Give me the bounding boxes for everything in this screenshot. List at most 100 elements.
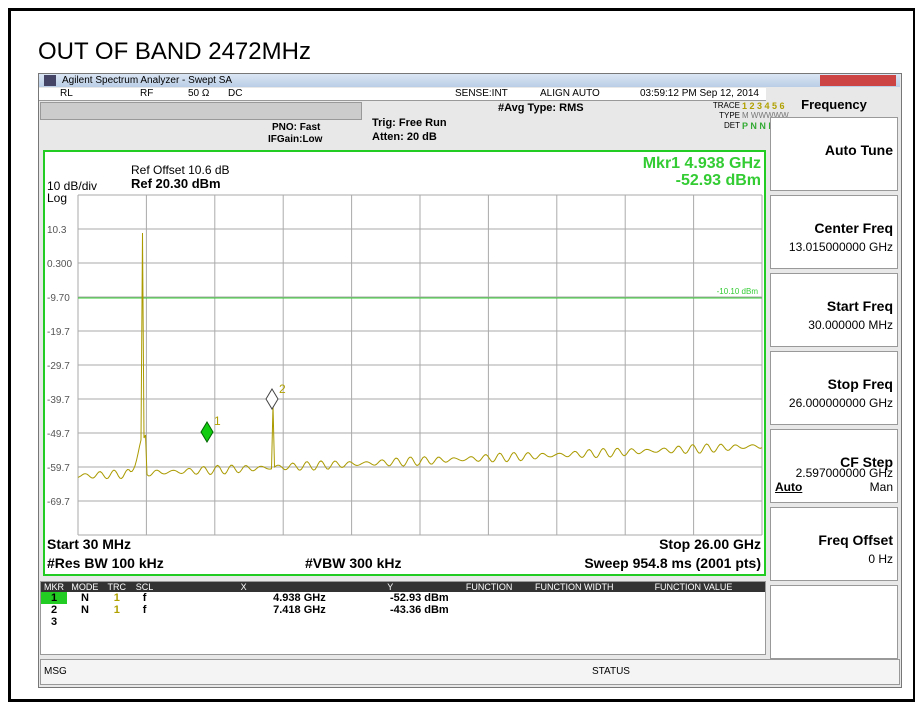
- rf: RF: [140, 88, 154, 99]
- stop-freq: Stop 26.00 GHz: [659, 536, 761, 552]
- marker-1: [200, 421, 214, 443]
- trace: [77, 232, 763, 480]
- align: ALIGN AUTO: [540, 88, 600, 99]
- y-tick-label: 10.3: [47, 225, 67, 236]
- softkey-label: Center Freq: [814, 220, 893, 236]
- msg: MSG: [44, 666, 67, 677]
- plot: -10.10 dBm 1 2 Ref Offset 10.6 dB Ref 20…: [43, 150, 766, 576]
- status-row: [39, 88, 766, 101]
- header-cell: X: [240, 582, 247, 592]
- header-cell: FUNCTION: [465, 582, 513, 592]
- menu-title: Frequency: [801, 97, 867, 112]
- table-cell: N: [80, 604, 89, 616]
- frame: [8, 8, 915, 702]
- y-tick-label: 0.300: [47, 259, 72, 270]
- rl: RL: [60, 88, 73, 99]
- header-cell: TRC: [107, 582, 127, 592]
- coupling: DC: [228, 88, 243, 99]
- footer: [40, 659, 900, 685]
- marker-readout-amp: -52.93 dBm: [676, 172, 761, 189]
- window-title: Agilent Spectrum Analyzer - Swept SA: [62, 75, 233, 86]
- softkey-option: Auto: [775, 480, 803, 494]
- header-cell: FUNCTION WIDTH: [535, 582, 614, 592]
- window-controls[interactable]: [820, 75, 896, 86]
- table-cell: N: [80, 592, 89, 604]
- table-cell: -52.93 dBm: [390, 592, 449, 604]
- y-tick-label: -49.7: [47, 429, 70, 440]
- softkey-value: 30.000000 MHz: [808, 318, 893, 332]
- table-cell: f: [142, 604, 147, 616]
- header-cell: Y: [387, 582, 394, 592]
- softkey-label: Start Freq: [826, 298, 893, 314]
- table-cell: 1: [113, 592, 120, 604]
- sense: SENSE:INT: [455, 88, 508, 99]
- status: STATUS: [592, 666, 630, 677]
- header-cell: FUNCTION VALUE: [654, 582, 733, 592]
- det-label: DET: [724, 121, 740, 130]
- blank-softkey[interactable]: [770, 585, 898, 659]
- table-cell: 1: [113, 604, 120, 616]
- ref-level: Ref 20.30 dBm: [131, 176, 221, 191]
- marker-2: [265, 388, 279, 410]
- softkey[interactable]: CF Step 2.597000000 GHz Auto Man: [770, 429, 898, 503]
- marker-table: MKR MODE TRC SCL X Y FUNCTION FUNCTION WIDTH FUN…: [41, 582, 765, 628]
- scale: 10 dB/div: [47, 179, 97, 193]
- header-cell: MKR: [44, 582, 64, 592]
- type-val: M WWWWW: [742, 111, 789, 120]
- type-label: TYPE: [719, 111, 740, 120]
- softkey[interactable]: Start Freq 30.000000 MHz: [770, 273, 898, 347]
- softkey[interactable]: Auto Tune: [770, 117, 898, 191]
- softkey[interactable]: Stop Freq 26.000000000 GHz: [770, 351, 898, 425]
- softkey-value: 26.000000000 GHz: [788, 396, 893, 410]
- header-cell: SCL: [135, 582, 154, 592]
- det-val: P N N N N N: [742, 121, 793, 131]
- softkey[interactable]: Center Freq 13.015000000 GHz: [770, 195, 898, 269]
- table-cell: 2: [50, 604, 58, 616]
- marker-1-label: 1: [214, 414, 221, 428]
- marker-table-panel: MKR MODE TRC SCL X Y FUNCTION FUNCTION WIDTH FUN…: [40, 581, 766, 655]
- table-row: 2 N 1 f 7.418 GHz -43.36 dBm: [41, 604, 765, 616]
- log: Log: [47, 191, 67, 205]
- table-header: MKR MODE TRC SCL X Y FUNCTION FUNCTION WIDTH FUN…: [41, 582, 765, 592]
- header-cell: MODE: [71, 582, 99, 592]
- y-tick-label: -69.7: [47, 497, 70, 508]
- entry-field: [40, 102, 362, 120]
- table-row: 1 N 1 f 4.938 GHz -52.93 dBm: [41, 592, 765, 604]
- table-cell: -43.36 dBm: [390, 604, 449, 616]
- y-tick-label: -59.7: [47, 463, 70, 474]
- y-tick-label: -9.70: [47, 293, 70, 304]
- marker-readout-freq: Mkr1 4.938 GHz: [643, 155, 761, 172]
- softkey-value: 2.597000000 GHz: [795, 466, 893, 480]
- limit-label: -10.10 dBm: [717, 287, 759, 296]
- pno: PNO: Fast: [272, 122, 321, 133]
- y-tick-label: -39.7: [47, 395, 70, 406]
- vbw: #VBW 300 kHz: [305, 555, 401, 571]
- softkey-label: Freq Offset: [818, 532, 893, 548]
- softkey-label: Stop Freq: [827, 376, 893, 392]
- avg-type: #Avg Type: RMS: [498, 102, 584, 114]
- table-cell: 3: [50, 616, 58, 628]
- table-cell: 4.938 GHz: [273, 592, 326, 604]
- app-icon: [44, 75, 56, 86]
- trace-label: TRACE: [712, 101, 740, 110]
- plot-border: [43, 150, 766, 576]
- rbw: #Res BW 100 kHz: [47, 555, 164, 571]
- marker-2-label: 2: [279, 382, 286, 396]
- softkey-value: 13.015000000 GHz: [788, 240, 893, 254]
- softkey-label: CF Step: [840, 454, 893, 470]
- table-cell: 1: [41, 592, 67, 604]
- trace-nums: 1 2 3 4 5 6: [742, 101, 785, 111]
- trig: Trig: Free Run: [372, 117, 447, 129]
- softkey-option: Man: [869, 480, 893, 494]
- impedance: 50 Ω: [188, 88, 210, 99]
- softkey-value: 0 Hz: [868, 552, 893, 566]
- sweep: Sweep 954.8 ms (2001 pts): [584, 555, 761, 571]
- page-title: OUT OF BAND 2472MHz: [38, 38, 311, 65]
- start-freq: Start 30 MHz: [47, 536, 131, 552]
- y-tick-label: -29.7: [47, 361, 70, 372]
- ref-offset: Ref Offset 10.6 dB: [131, 163, 230, 177]
- atten: Atten: 20 dB: [372, 131, 437, 143]
- datetime: 03:59:12 PM Sep 12, 2014: [640, 88, 759, 99]
- softkey[interactable]: Freq Offset 0 Hz: [770, 507, 898, 581]
